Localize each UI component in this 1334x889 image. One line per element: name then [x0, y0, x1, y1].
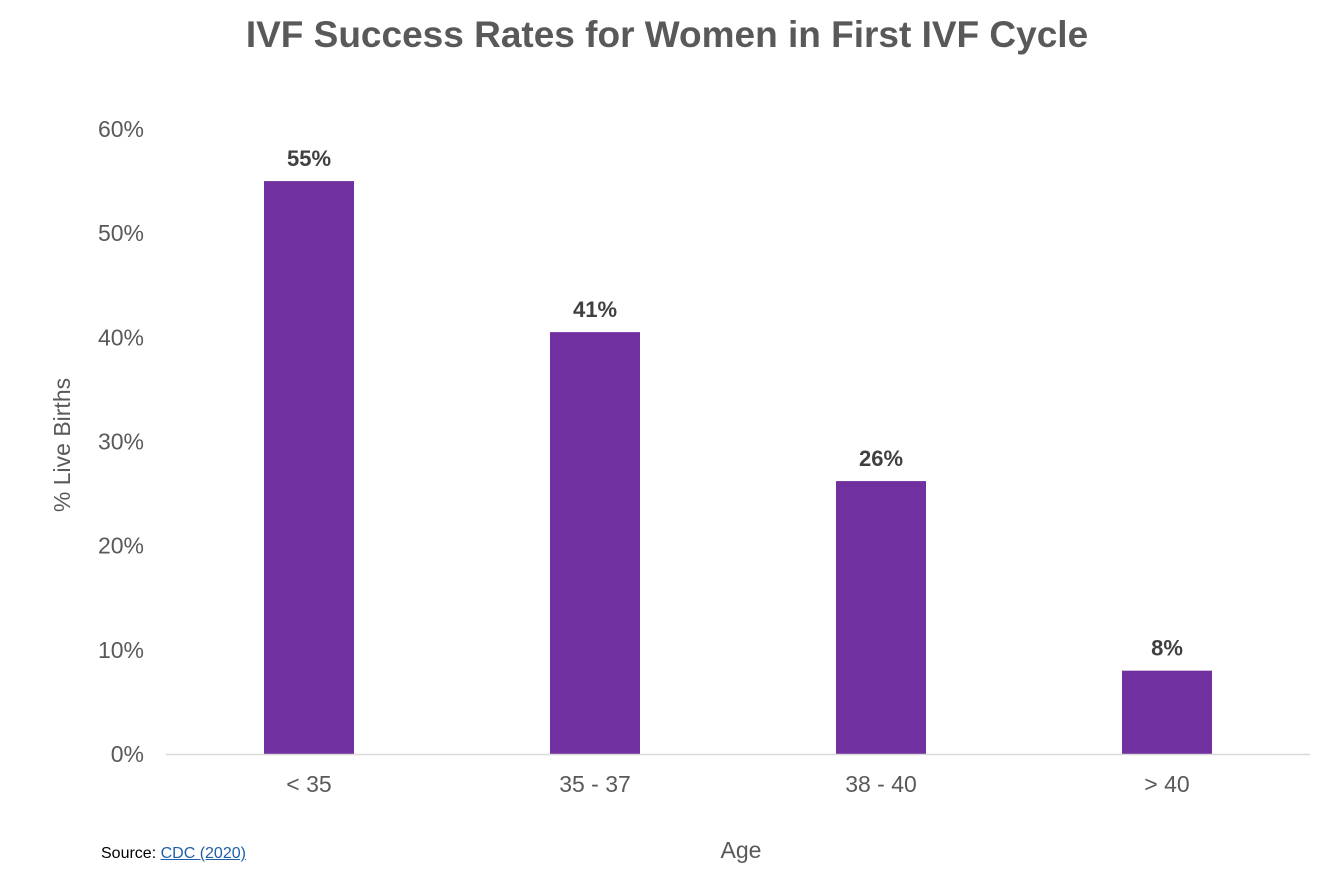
x-axis-title: Age	[721, 837, 762, 863]
chart-title: IVF Success Rates for Women in First IVF…	[245, 14, 1089, 55]
x-axis-categories: < 35 35 - 37 38 - 40 > 40	[286, 771, 1189, 797]
bar	[550, 332, 640, 754]
data-label: 41%	[573, 297, 617, 322]
data-label: 26%	[859, 446, 903, 471]
y-tick-label: 50%	[98, 220, 144, 246]
source-prefix: Source:	[101, 845, 161, 862]
data-label: 55%	[287, 146, 331, 171]
y-tick-label: 30%	[98, 429, 144, 455]
y-tick-label: 20%	[98, 533, 144, 559]
bar	[264, 181, 354, 755]
y-tick-label: 40%	[98, 324, 144, 350]
bar	[836, 481, 926, 754]
x-tick-label: > 40	[1144, 771, 1189, 797]
bar	[1122, 670, 1212, 754]
source-note: Source: CDC (2020)	[101, 845, 246, 863]
x-tick-label: 38 - 40	[845, 771, 917, 797]
data-labels: 55% 41% 26% 8%	[287, 146, 1183, 661]
x-tick-label: 35 - 37	[559, 771, 631, 797]
source-link[interactable]: CDC (2020)	[160, 845, 246, 862]
y-tick-label: 60%	[98, 116, 144, 142]
y-tick-label: 0%	[111, 741, 144, 767]
y-tick-label: 10%	[98, 637, 144, 663]
data-label: 8%	[1151, 636, 1183, 661]
bars	[264, 181, 1212, 755]
x-tick-label: < 35	[286, 771, 331, 797]
y-axis-title: % Live Births	[49, 378, 75, 512]
y-axis-ticks: 0% 10% 20% 30% 40% 50% 60%	[98, 116, 144, 767]
